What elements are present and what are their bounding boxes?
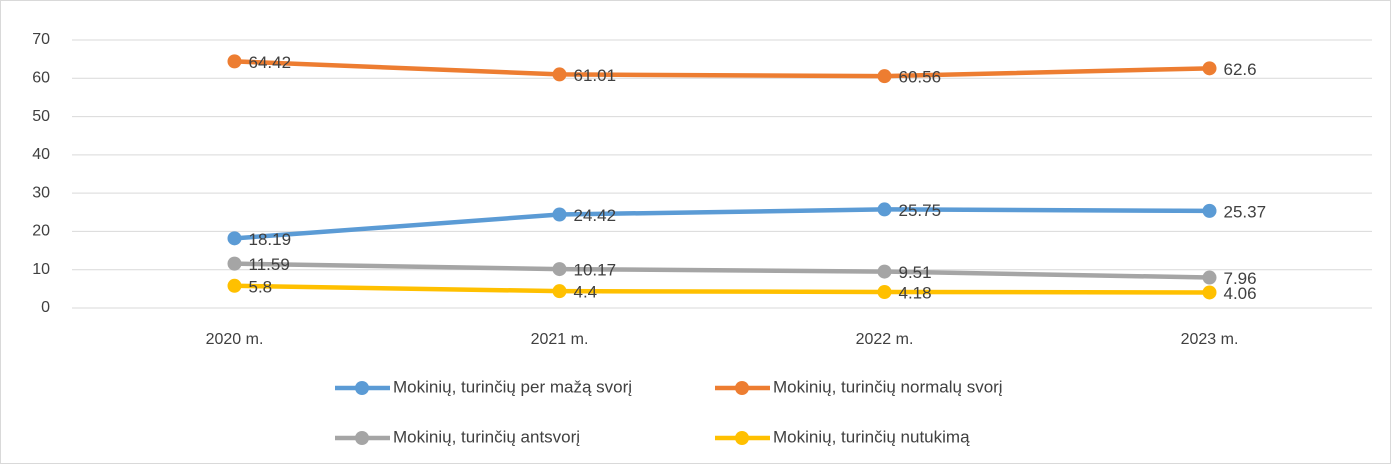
- marker: [1202, 61, 1217, 76]
- marker: [1202, 285, 1217, 300]
- data-label: 25.75: [899, 201, 942, 220]
- y-tick-label: 20: [32, 223, 50, 240]
- y-tick-label: 50: [32, 108, 50, 125]
- x-tick-label: 2023 m.: [1181, 331, 1239, 348]
- data-label: 4.18: [899, 283, 932, 302]
- marker: [552, 207, 567, 222]
- data-label: 18.19: [249, 230, 292, 249]
- marker: [877, 202, 892, 217]
- data-label: 4.4: [574, 283, 598, 302]
- x-tick-label: 2020 m.: [206, 331, 264, 348]
- legend-marker: [355, 431, 369, 445]
- data-label: 64.42: [249, 53, 292, 72]
- legend-label: Mokinių, turinčių nutukimą: [773, 427, 970, 446]
- marker: [227, 231, 242, 246]
- y-tick-label: 0: [41, 299, 50, 316]
- legend-label: Mokinių, turinčių antsvorį: [393, 427, 580, 446]
- series-line: [232, 207, 1212, 241]
- marker: [227, 54, 242, 69]
- marker: [877, 264, 892, 279]
- data-label: 62.6: [1224, 60, 1257, 79]
- marker: [1202, 203, 1217, 218]
- marker: [227, 278, 242, 293]
- data-label: 11.59: [249, 255, 290, 274]
- series-line: [232, 261, 1212, 280]
- data-label: 4.06: [1224, 284, 1257, 303]
- y-tick-label: 40: [32, 146, 50, 163]
- marker: [552, 284, 567, 299]
- data-label: 5.8: [249, 277, 273, 296]
- data-label: 9.51: [899, 263, 932, 282]
- data-label: 25.37: [1224, 202, 1267, 221]
- data-label: 24.42: [574, 206, 617, 225]
- y-tick-label: 30: [32, 184, 50, 201]
- legend-marker: [355, 381, 369, 395]
- y-tick-label: 60: [32, 70, 50, 87]
- marker: [1202, 270, 1217, 285]
- series-line: [232, 283, 1212, 295]
- data-label: 7.96: [1224, 269, 1257, 288]
- marker: [552, 262, 567, 277]
- legend-marker: [735, 431, 749, 445]
- legend-label: Mokinių, turinčių normalų svorį: [773, 377, 1003, 396]
- y-tick-label: 10: [32, 261, 50, 278]
- data-label: 60.56: [899, 68, 942, 87]
- data-label: 61.01: [574, 66, 617, 85]
- legend-marker: [735, 381, 749, 395]
- marker: [552, 67, 567, 82]
- marker: [877, 284, 892, 299]
- x-tick-label: 2021 m.: [531, 331, 589, 348]
- legend-label: Mokinių, turinčių per mažą svorį: [393, 377, 632, 396]
- series-line: [232, 59, 1212, 79]
- marker: [877, 69, 892, 84]
- x-tick-label: 2022 m.: [856, 331, 914, 348]
- y-tick-label: 70: [32, 31, 50, 48]
- data-label: 10.17: [574, 261, 617, 280]
- marker: [227, 256, 242, 271]
